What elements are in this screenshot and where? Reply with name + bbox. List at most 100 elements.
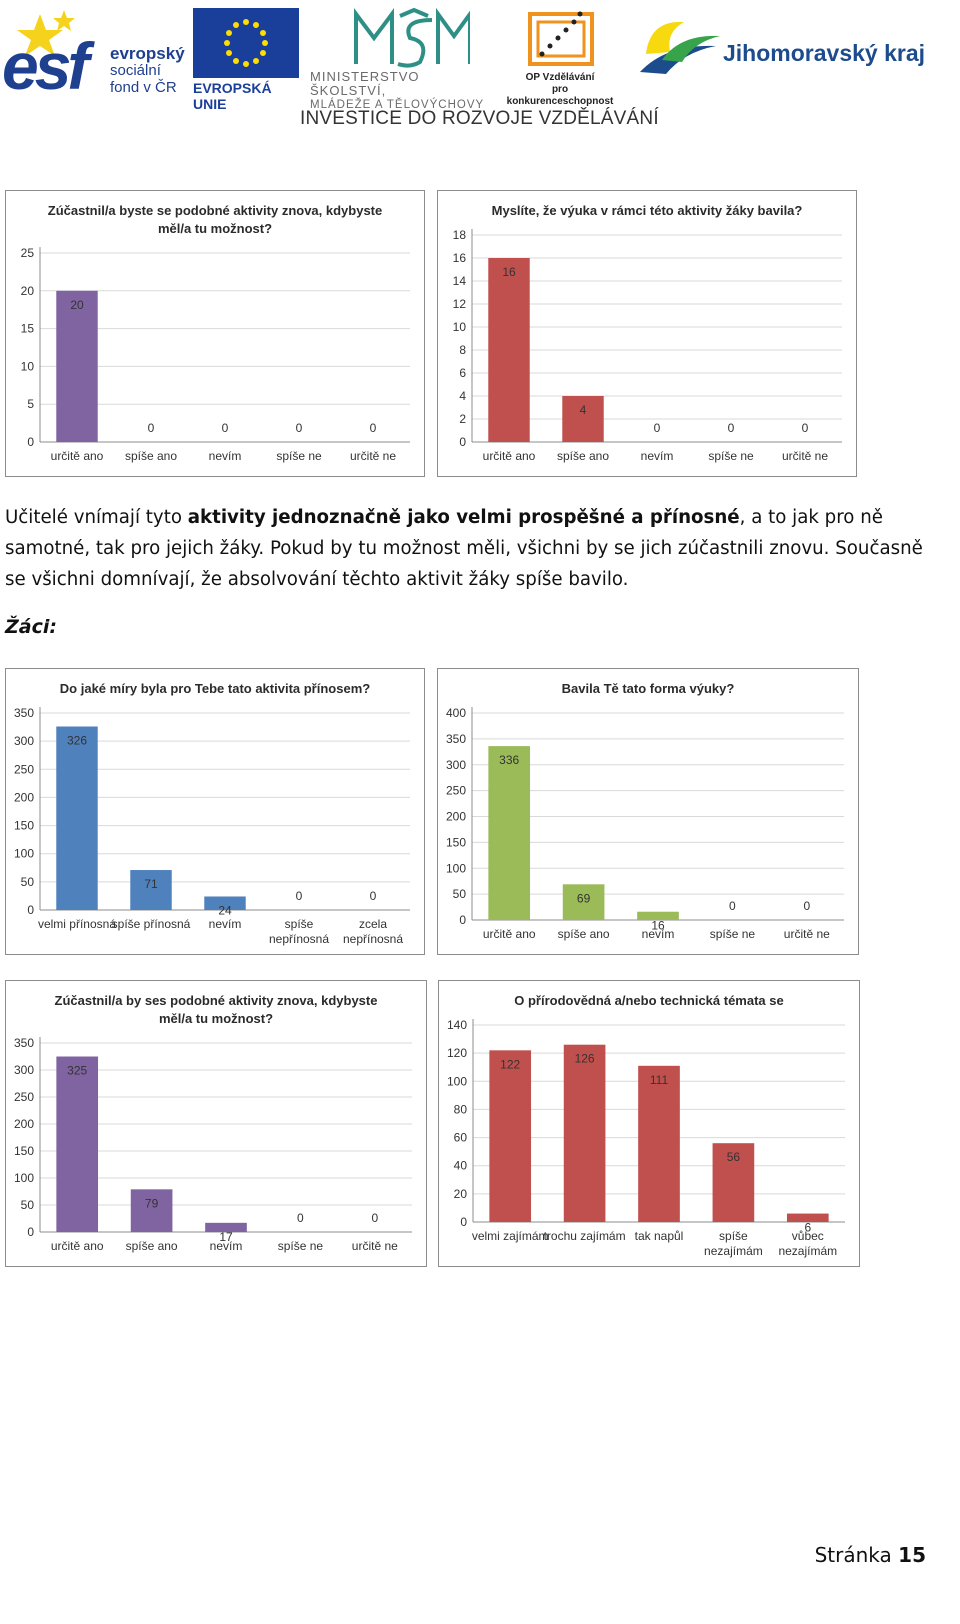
bar — [56, 1056, 99, 1232]
y-tick-label: 350 — [14, 706, 34, 720]
msmt-text-line: MLÁDEŽE A TĚLOVÝCHOVY — [310, 99, 485, 111]
category-label: trochu zajímám — [544, 1229, 626, 1243]
data-label: 0 — [803, 899, 810, 913]
category-label: spíše — [719, 1229, 748, 1243]
bar — [488, 258, 530, 442]
bar — [562, 884, 605, 920]
y-tick-label: 12 — [453, 297, 467, 311]
bar — [712, 1143, 755, 1222]
jmk-mark-icon — [640, 21, 720, 74]
category-label: vůbec — [792, 1229, 824, 1243]
y-tick-label: 5 — [27, 397, 34, 411]
data-label: 325 — [67, 1064, 87, 1078]
y-tick-label: 150 — [14, 819, 34, 833]
y-tick-label: 10 — [453, 320, 467, 334]
chart-title: Myslíte, že výuka v rámci této aktivity … — [492, 203, 803, 218]
chart-students-participate: Zúčastnil/a by ses podobné aktivity znov… — [5, 980, 427, 1267]
data-label: 0 — [370, 421, 377, 435]
students-heading: Žáci: — [5, 616, 57, 638]
y-tick-label: 0 — [460, 1215, 467, 1229]
paragraph-bold-text: aktivity jednoznačně jako velmi prospěšn… — [187, 507, 740, 528]
y-tick-label: 200 — [14, 1117, 34, 1131]
data-label: 326 — [67, 734, 87, 748]
chart-students-science-interest: O přírodovědná a/nebo technická témata s… — [438, 980, 860, 1267]
y-tick-label: 50 — [21, 875, 35, 889]
esf-word: esf — [2, 29, 89, 103]
y-tick-label: 100 — [447, 1074, 467, 1088]
category-label: spíše ne — [708, 449, 754, 463]
jmk-text: Jihomoravský kraj — [723, 40, 926, 66]
chart-teachers-enjoyment: Myslíte, že výuka v rámci této aktivity … — [437, 190, 857, 477]
category-label: nevím — [642, 927, 675, 941]
y-tick-label: 20 — [21, 284, 35, 298]
data-label: 56 — [727, 1150, 741, 1164]
esf-text-line: evropský — [110, 44, 185, 63]
category-label: určitě ano — [51, 449, 104, 463]
y-tick-label: 18 — [453, 228, 467, 242]
bar — [638, 1065, 680, 1222]
data-label: 0 — [297, 1211, 304, 1225]
msmt-text-line: MINISTERSTVO ŠKOLSTVÍ, — [310, 69, 420, 98]
chart-title: O přírodovědná a/nebo technická témata s… — [514, 993, 783, 1008]
chart-title: Zúčastnil/a byste se podobné aktivity zn… — [48, 203, 383, 218]
data-label: 71 — [144, 877, 158, 891]
chart-svg: Zúčastnil/a by ses podobné aktivity znov… — [14, 993, 412, 1253]
y-tick-label: 200 — [446, 810, 466, 824]
y-tick-label: 100 — [446, 861, 466, 875]
data-label: 336 — [499, 753, 519, 767]
data-label: 16 — [651, 919, 665, 933]
y-tick-label: 0 — [27, 435, 34, 449]
category-label: spíše ano — [125, 449, 177, 463]
op-text-line: OP Vzdělávání — [525, 72, 595, 83]
y-tick-label: 100 — [14, 1171, 34, 1185]
chart-title: Bavila Tě tato forma výuky? — [562, 681, 735, 696]
chart-teachers-participate: Zúčastnil/a byste se podobné aktivity zn… — [5, 190, 425, 477]
category-label: nepřínosná — [269, 932, 329, 946]
y-tick-label: 8 — [459, 343, 466, 357]
eu-logo: EVROPSKÁ UNIE — [193, 8, 299, 112]
footer-label: Stránka — [814, 1543, 892, 1567]
y-tick-label: 250 — [446, 784, 466, 798]
y-tick-label: 350 — [446, 732, 466, 746]
category-label: spíše ano — [557, 449, 609, 463]
esf-star-icon — [17, 10, 75, 56]
chart-svg: Do jaké míry byla pro Tebe tato aktivita… — [14, 681, 410, 946]
bar — [637, 911, 679, 920]
y-tick-label: 20 — [454, 1187, 468, 1201]
y-tick-label: 4 — [459, 389, 466, 403]
chart-students-enjoyment: Bavila Tě tato forma výuky? 0 50 100 150 200 2… — [437, 668, 859, 955]
data-label: 0 — [802, 421, 809, 435]
chart-title: měl/a tu možnost? — [159, 1011, 273, 1026]
category-label: nepřínosná — [343, 932, 403, 946]
data-label: 0 — [729, 899, 736, 913]
bar — [56, 726, 98, 910]
bar — [489, 1050, 532, 1222]
category-label: určitě ano — [51, 1239, 104, 1253]
category-label: spíše ano — [558, 927, 610, 941]
data-label: 6 — [804, 1221, 811, 1235]
teachers-paragraph: Učitelé vnímají tyto aktivity jednoznačn… — [5, 502, 935, 595]
msmt-logo: MINISTERSTVO ŠKOLSTVÍ, MLÁDEŽE A TĚLOVÝC… — [310, 8, 500, 111]
y-tick-label: 50 — [21, 1198, 35, 1212]
y-tick-label: 400 — [446, 706, 466, 720]
category-label: určitě ano — [483, 927, 536, 941]
category-label: velmi zajímám — [472, 1229, 549, 1243]
bar — [563, 1044, 606, 1222]
data-label: 111 — [650, 1073, 669, 1087]
y-tick-label: 15 — [21, 322, 35, 336]
category-label: určitě ne — [350, 449, 396, 463]
y-tick-label: 300 — [14, 734, 34, 748]
y-tick-label: 0 — [459, 913, 466, 927]
jmk-logo: Jihomoravský kraj — [636, 14, 936, 84]
y-tick-label: 100 — [14, 847, 34, 861]
y-tick-label: 0 — [459, 435, 466, 449]
data-label: 0 — [296, 421, 303, 435]
paragraph-text: , a to jak pro ně samotné, tak pro jejic… — [5, 507, 923, 590]
y-tick-label: 150 — [446, 835, 466, 849]
y-tick-label: 6 — [459, 366, 466, 380]
page-number: 15 — [898, 1543, 926, 1567]
y-tick-label: 200 — [14, 790, 34, 804]
category-label: určitě ne — [782, 449, 828, 463]
eu-flag-icon — [193, 8, 299, 78]
op-mark-icon — [528, 11, 594, 66]
